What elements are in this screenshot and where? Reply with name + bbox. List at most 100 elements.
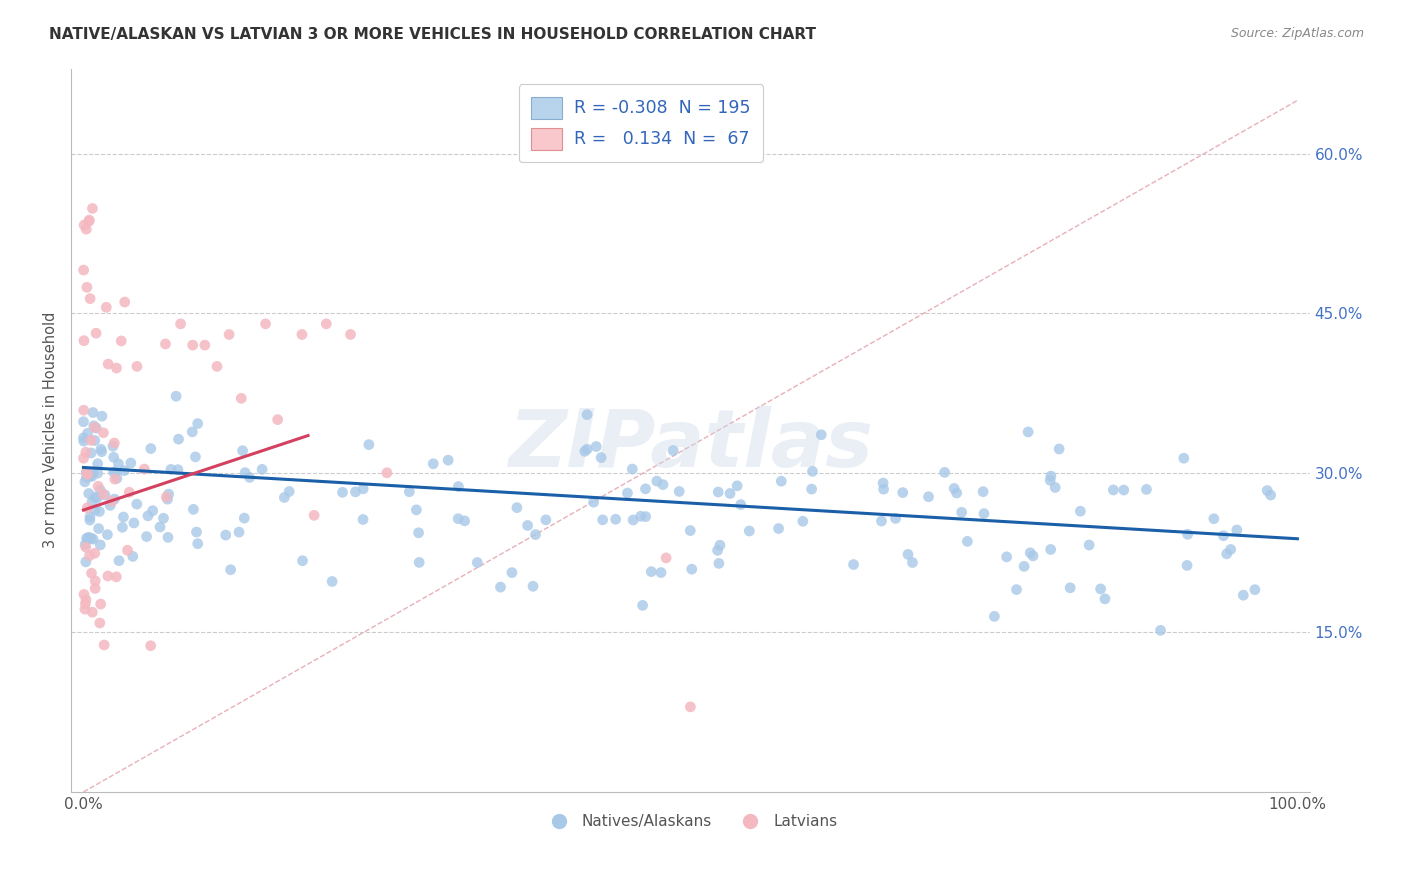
Text: Source: ZipAtlas.com: Source: ZipAtlas.com (1230, 27, 1364, 40)
Latvians (83, 546, 105, 560)
Natives/Alaskans (792, 514, 814, 528)
Natives/Alaskans (86, 491, 108, 505)
Natives/Alaskans (1260, 488, 1282, 502)
Latvians (655, 550, 678, 565)
Latvians (72, 263, 94, 277)
Latvians (75, 592, 97, 607)
Natives/Alaskans (72, 415, 94, 429)
Natives/Alaskans (810, 427, 832, 442)
Natives/Alaskans (631, 599, 654, 613)
Natives/Alaskans (1256, 483, 1278, 498)
Natives/Alaskans (167, 463, 190, 477)
Latvians (76, 280, 98, 294)
Natives/Alaskans (1135, 483, 1157, 497)
Natives/Alaskans (186, 524, 208, 539)
Latvians (73, 218, 96, 232)
Natives/Alaskans (917, 490, 939, 504)
Natives/Alaskans (447, 511, 470, 525)
Latvians (254, 317, 277, 331)
Natives/Alaskans (232, 443, 254, 458)
Natives/Alaskans (332, 485, 354, 500)
Natives/Alaskans (1043, 480, 1066, 494)
Latvians (72, 451, 94, 466)
Natives/Alaskans (90, 444, 112, 458)
Natives/Alaskans (1112, 483, 1135, 497)
Natives/Alaskans (707, 557, 730, 571)
Natives/Alaskans (80, 469, 103, 483)
Natives/Alaskans (79, 513, 101, 527)
Natives/Alaskans (524, 527, 547, 541)
Natives/Alaskans (640, 565, 662, 579)
Latvians (84, 574, 107, 588)
Natives/Alaskans (86, 457, 108, 471)
Latvians (315, 317, 337, 331)
Latvians (83, 420, 105, 434)
Natives/Alaskans (943, 482, 966, 496)
Natives/Alaskans (79, 510, 101, 524)
Latvians (93, 638, 115, 652)
Natives/Alaskans (1216, 547, 1239, 561)
Natives/Alaskans (405, 503, 427, 517)
Natives/Alaskans (89, 538, 111, 552)
Natives/Alaskans (801, 464, 824, 478)
Y-axis label: 3 or more Vehicles in Household: 3 or more Vehicles in Household (44, 312, 58, 549)
Latvians (218, 327, 240, 342)
Natives/Alaskans (77, 530, 100, 544)
Natives/Alaskans (447, 480, 470, 494)
Natives/Alaskans (183, 502, 205, 516)
Natives/Alaskans (75, 470, 97, 484)
Natives/Alaskans (870, 514, 893, 528)
Natives/Alaskans (1059, 581, 1081, 595)
Natives/Alaskans (104, 465, 127, 479)
Natives/Alaskans (489, 580, 512, 594)
Natives/Alaskans (1047, 442, 1070, 456)
Latvians (80, 566, 103, 581)
Natives/Alaskans (228, 525, 250, 540)
Latvians (339, 327, 361, 342)
Natives/Alaskans (156, 492, 179, 507)
Natives/Alaskans (187, 417, 209, 431)
Natives/Alaskans (768, 522, 790, 536)
Latvians (266, 412, 288, 426)
Latvians (75, 597, 97, 611)
Natives/Alaskans (1173, 451, 1195, 466)
Natives/Alaskans (1078, 538, 1101, 552)
Natives/Alaskans (1094, 591, 1116, 606)
Natives/Alaskans (718, 486, 741, 500)
Natives/Alaskans (453, 514, 475, 528)
Natives/Alaskans (321, 574, 343, 589)
Latvians (679, 699, 702, 714)
Natives/Alaskans (934, 466, 956, 480)
Natives/Alaskans (1069, 504, 1091, 518)
Latvians (97, 569, 120, 583)
Latvians (117, 543, 139, 558)
Natives/Alaskans (956, 534, 979, 549)
Natives/Alaskans (506, 500, 529, 515)
Natives/Alaskans (103, 492, 125, 507)
Natives/Alaskans (76, 531, 98, 545)
Natives/Alaskans (72, 431, 94, 445)
Natives/Alaskans (1022, 549, 1045, 563)
Latvians (181, 338, 204, 352)
Natives/Alaskans (945, 486, 967, 500)
Latvians (82, 605, 104, 619)
Natives/Alaskans (75, 555, 97, 569)
Natives/Alaskans (181, 425, 204, 439)
Natives/Alaskans (634, 482, 657, 496)
Natives/Alaskans (122, 516, 145, 530)
Latvians (84, 582, 107, 596)
Natives/Alaskans (149, 520, 172, 534)
Natives/Alaskans (108, 554, 131, 568)
Latvians (75, 445, 97, 459)
Natives/Alaskans (592, 513, 614, 527)
Natives/Alaskans (1039, 469, 1062, 483)
Natives/Alaskans (1175, 558, 1198, 573)
Natives/Alaskans (84, 490, 107, 504)
Natives/Alaskans (621, 462, 644, 476)
Latvians (231, 392, 253, 406)
Latvians (82, 202, 104, 216)
Natives/Alaskans (973, 507, 995, 521)
Latvians (114, 295, 136, 310)
Natives/Alaskans (352, 482, 374, 496)
Natives/Alaskans (80, 532, 103, 546)
